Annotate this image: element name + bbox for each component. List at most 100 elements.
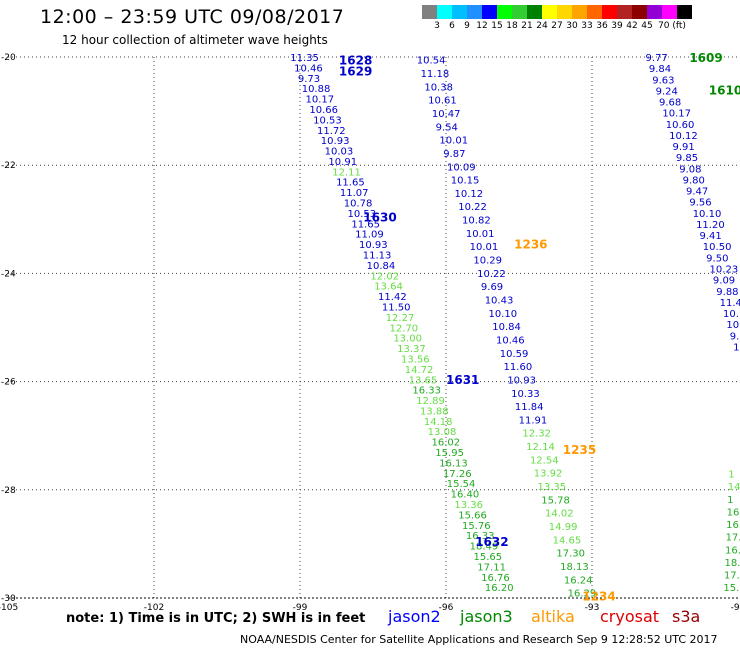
lon-tick-label: -105 [0, 603, 18, 613]
swh-value: 9.50 [706, 253, 728, 264]
swh-value: 9.8 [730, 331, 740, 342]
swh-value: 17.26 [443, 469, 472, 480]
swh-value: 14.72 [405, 365, 434, 376]
pass-number-label: 1236 [514, 238, 547, 252]
swh-value: 10.03 [325, 147, 354, 158]
swh-value: 18.69 [724, 558, 740, 569]
pass-number-label: 1235 [563, 443, 596, 457]
swh-value: 16.13 [439, 458, 468, 469]
swh-value: 10.47 [432, 109, 461, 120]
lat-tick-label: -24 [1, 269, 16, 279]
swh-value: 9.54 [436, 122, 458, 133]
swh-value: 13.08 [428, 427, 457, 438]
swh-value: 10.61 [428, 96, 457, 107]
swh-value: 10 [733, 342, 740, 353]
swh-value: 15.78 [541, 495, 570, 506]
swh-value: 11.07 [340, 188, 369, 199]
swh-value: 9.69 [481, 282, 503, 293]
pass-number-label: 1629 [339, 65, 372, 79]
swh-value: 10.10 [488, 309, 517, 320]
swh-value: 15.76 [462, 521, 491, 532]
swh-value: 9.47 [686, 187, 708, 198]
swh-value: 17.11 [477, 562, 506, 573]
swh-value: 13.00 [393, 334, 422, 345]
swh-value: 10.12 [669, 131, 698, 142]
swh-value: 11.35 [290, 53, 319, 64]
swh-value: 16.20 [485, 583, 514, 594]
swh-value: 10.01 [439, 136, 468, 147]
swh-value: 16.76 [481, 573, 510, 584]
swh-value: 15.91 [723, 583, 740, 594]
pass-number-label: 1630 [363, 211, 396, 225]
swh-value: 10.50 [703, 242, 732, 253]
swh-value: 11.20 [696, 220, 725, 231]
swh-value: 16.24 [564, 575, 593, 586]
pass-number-label: 1631 [446, 373, 479, 387]
satellite-label-s3a: s3a [672, 607, 700, 626]
swh-value: 16.5 [726, 520, 740, 531]
swh-value: 11.50 [382, 302, 411, 313]
swh-value: 10.46 [294, 63, 323, 74]
swh-value: 12.11 [332, 167, 361, 178]
footer-credit: NOAA/NESDIS Center for Satellite Applica… [240, 633, 718, 646]
swh-value: 1 [727, 495, 733, 506]
swh-value: 11.42 [378, 292, 407, 303]
swh-value: 10.17 [306, 95, 335, 106]
swh-value: 17.8 [726, 533, 740, 544]
satellite-label-jason3: jason3 [460, 607, 513, 626]
swh-value: 14.65 [553, 535, 582, 546]
swh-value: 9.63 [652, 75, 674, 86]
swh-value: 10.1 [726, 320, 740, 331]
swh-value: 10.84 [367, 261, 396, 272]
swh-value: 10.33 [511, 389, 540, 400]
swh-value: 13.92 [534, 469, 563, 480]
swh-value: 10.59 [500, 349, 529, 360]
swh-value: 10.22 [458, 202, 487, 213]
swh-value: 13.37 [397, 344, 426, 355]
swh-value: 12.89 [416, 396, 445, 407]
swh-value: 15.65 [473, 552, 502, 563]
swh-value: 10.09 [447, 162, 476, 173]
swh-value: 12.14 [526, 442, 555, 453]
swh-value: 14.18 [424, 417, 453, 428]
swh-value: 9.56 [689, 198, 711, 209]
swh-value: 9.09 [713, 276, 735, 287]
swh-value: 9.91 [672, 142, 694, 153]
swh-value: 9.73 [298, 74, 320, 85]
swh-value: 9.84 [649, 64, 671, 75]
swh-value: 11.18 [421, 69, 450, 80]
swh-value: 13.88 [420, 406, 449, 417]
swh-value: 14.02 [545, 509, 574, 520]
swh-value: 11.13 [363, 251, 392, 262]
swh-value: 11.65 [336, 178, 365, 189]
swh-value: 12.02 [370, 271, 399, 282]
swh-value: 10.60 [666, 120, 695, 131]
swh-value: 14 [728, 482, 740, 493]
swh-value: 13.56 [401, 354, 430, 365]
swh-value: 13.35 [537, 482, 566, 493]
swh-value: 10.22 [477, 269, 506, 280]
satellite-label-altika: altika [531, 607, 575, 626]
swh-value: 11.84 [515, 402, 544, 413]
swh-value: 12.54 [530, 455, 559, 466]
swh-value: 10.13 [723, 309, 740, 320]
swh-value: 16. [727, 507, 740, 518]
swh-value: 10.88 [302, 84, 331, 95]
swh-value: 11.72 [317, 126, 346, 137]
swh-value: 10.29 [473, 256, 502, 267]
pass-number-label: 1609 [689, 51, 722, 65]
swh-value: 16.40 [451, 490, 480, 501]
swh-value: 9.85 [676, 153, 698, 164]
swh-value: 1 [728, 470, 734, 481]
swh-value: 11.09 [355, 230, 384, 241]
swh-value: 18.13 [560, 562, 589, 573]
swh-value: 9.80 [683, 175, 705, 186]
lat-tick-label: -26 [1, 378, 16, 388]
swh-value: 13.65 [409, 375, 438, 386]
swh-value: 9.41 [699, 231, 721, 242]
swh-value: 9.77 [646, 53, 668, 64]
swh-value: 16.02 [431, 438, 460, 449]
satellite-label-jason2: jason2 [388, 607, 441, 626]
swh-value: 17.38 [724, 571, 740, 582]
lat-tick-label: -28 [1, 486, 16, 496]
